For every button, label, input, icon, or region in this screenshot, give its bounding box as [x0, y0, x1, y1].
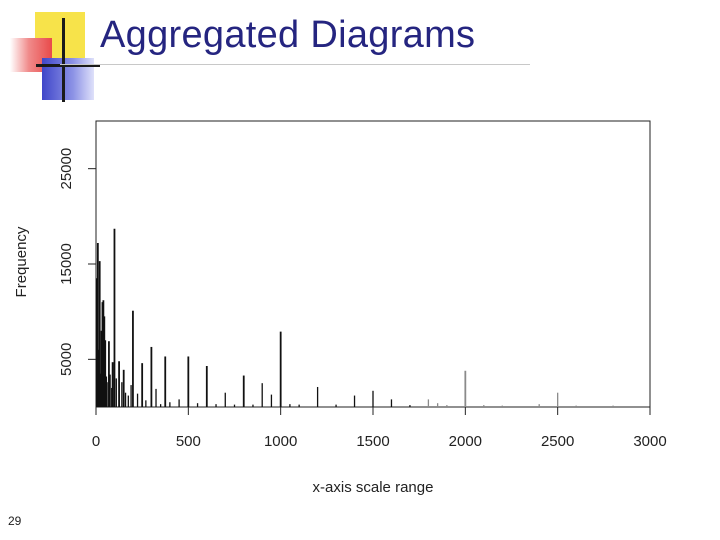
x-axis-label: x-axis scale range: [313, 479, 434, 496]
logo-horizontal-line: [36, 64, 100, 67]
y-axis: 5000 15000 25000: [58, 148, 96, 376]
y-tick-label: 5000: [58, 343, 75, 376]
slide-title: Aggregated Diagrams: [100, 14, 476, 56]
x-tick-label: 1500: [356, 433, 389, 450]
x-tick-label: 2000: [449, 433, 482, 450]
title-underline: [60, 64, 530, 65]
x-axis: 0 500 1000 1500 2000 2500 3000: [92, 407, 667, 450]
x-tick-label: 3000: [633, 433, 666, 450]
slide-logo: [0, 0, 100, 110]
logo-vertical-line: [62, 18, 65, 102]
y-axis-label: Frequency: [13, 226, 30, 297]
y-tick-label: 25000: [58, 148, 75, 190]
x-tick-label: 2500: [541, 433, 574, 450]
page-number: 29: [8, 514, 22, 528]
x-tick-label: 0: [92, 433, 100, 450]
chart-bars: [96, 228, 614, 407]
y-tick-label: 15000: [58, 243, 75, 285]
x-tick-label: 1000: [264, 433, 297, 450]
plot-frame: [95, 120, 651, 408]
x-tick-label: 500: [176, 433, 201, 450]
